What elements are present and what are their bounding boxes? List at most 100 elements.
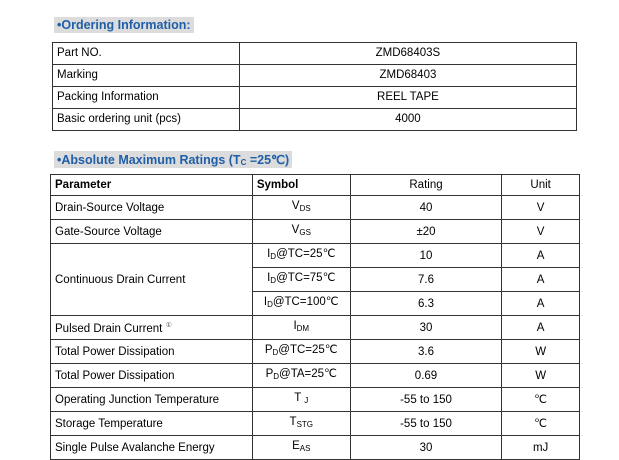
param-cell: Total Power Dissipation [50,339,253,364]
ratings-title-main: •Absolute Maximum Ratings (T [57,153,241,167]
row-label: Packing Information [52,86,240,109]
table-row: Continuous Drain Current ID@TC=25℃ 10 A [50,243,580,316]
symbol-sub: D [270,252,277,261]
row-label: Basic ordering unit (pcs) [52,108,240,131]
row-value: REEL TAPE [238,86,578,109]
header-parameter: Parameter [50,174,253,196]
param-cell: Pulsed Drain Current ① [50,315,253,340]
symbol-sub: D [270,276,277,285]
rating-cell: 10 [349,243,503,268]
symbol-cell: PD@TC=25℃ [251,339,351,364]
table-row: Part NO. ZMD68403S [52,42,578,65]
unit-cell: W [501,339,580,364]
unit-cell: ℃ [501,387,580,412]
symbol-sub: DM [296,324,310,333]
ratings-title: •Absolute Maximum Ratings (TC =25℃) [54,151,293,168]
symbol-main: V [291,224,300,236]
symbol-sub: D [272,348,279,357]
symbol-cell: EAS [251,435,351,460]
param-cell: Storage Temperature [50,411,253,436]
unit-cell: V [501,219,580,244]
rating-cell: 30 [349,315,503,340]
header-symbol: Symbol [251,174,351,196]
param-cell: Gate-Source Voltage [50,219,253,244]
table-row: Total Power Dissipation PD@TA=25℃ 0.69 W [50,363,580,388]
symbol-cell: ID@TC=100℃ [251,291,351,316]
rating-cell: -55 to 150 [349,387,503,412]
symbol-cell: T J [251,387,351,412]
ratings-title-end: =25℃) [246,153,290,167]
symbol-cond: @TC=75℃ [276,272,336,284]
table-row: Basic ordering unit (pcs) 4000 [52,108,578,131]
unit-cell: A [501,243,580,268]
symbol-main: P [265,368,274,380]
symbol-sub: GS [299,228,311,237]
rating-cell: 3.6 [349,339,503,364]
ratings-table: Parameter Symbol Rating Unit Drain-Sourc… [50,174,580,460]
unit-cell: mJ [501,435,580,460]
param-cell: Continuous Drain Current [50,243,253,316]
symbol-main: V [291,200,300,212]
param-text: Pulsed Drain Current [55,323,163,335]
ordering-table: Part NO. ZMD68403S Marking ZMD68403 Pack… [52,42,578,131]
unit-cell: V [501,195,580,220]
table-row: Single Pulse Avalanche Energy EAS 30 mJ [50,435,580,460]
param-cell: Drain-Source Voltage [50,195,253,220]
rating-cell: 40 [349,195,503,220]
symbol-cond: @TC=100℃ [272,296,339,308]
row-label: Part NO. [52,42,240,65]
rating-cell: 6.3 [349,291,503,316]
symbol-main: I [267,248,271,260]
rating-cell: 7.6 [349,267,503,292]
row-label: Marking [52,64,240,87]
header-rating: Rating [349,174,503,196]
row-value: 4000 [238,108,578,131]
symbol-cond: @TC=25℃ [276,248,336,260]
symbol-cell: IDM [251,315,351,340]
table-row: Operating Junction Temperature T J -55 t… [50,387,580,412]
rating-cell: 0.69 [349,363,503,388]
table-row: Drain-Source Voltage VDS 40 V [50,195,580,220]
table-row: Storage Temperature TSTG -55 to 150 ℃ [50,411,580,436]
symbol-sub: J [304,396,309,405]
symbol-sub: AS [299,444,311,453]
header-unit: Unit [501,174,580,196]
symbol-sub: D [267,300,273,309]
symbol-cell: PD@TA=25℃ [251,363,351,388]
unit-cell: W [501,363,580,388]
symbol-main: T [294,392,302,404]
unit-cell: A [501,291,580,316]
param-cell: Single Pulse Avalanche Energy [50,435,253,460]
symbol-sub: DS [299,204,311,213]
symbol-main: T [289,416,297,428]
symbol-cell: TSTG [251,411,351,436]
row-value: ZMD68403 [238,64,578,87]
symbol-cell: ID@TC=25℃ [251,243,351,268]
symbol-cond: @TC=25℃ [278,344,338,356]
symbol-cell: VDS [251,195,351,220]
symbol-main: E [292,440,300,452]
footnote-mark: ① [165,322,172,329]
symbol-cond: @TA=25℃ [279,368,337,380]
symbol-main: I [263,296,268,308]
symbol-main: I [267,272,271,284]
table-row: Pulsed Drain Current ① IDM 30 A [50,315,580,340]
unit-cell: A [501,315,580,340]
table-row: ID@TC=75℃ 7.6 A [51,267,580,292]
ordering-title: •Ordering Information: [54,17,194,33]
table-row: Total Power Dissipation PD@TC=25℃ 3.6 W [50,339,580,364]
table-row: Marking ZMD68403 [52,64,578,87]
unit-cell: ℃ [501,411,580,436]
param-cell: Operating Junction Temperature [50,387,253,412]
symbol-cell: ID@TC=75℃ [251,267,351,292]
symbol-sub: D [273,372,280,381]
table-row: Packing Information REEL TAPE [52,86,578,109]
symbol-cell: VGS [251,219,351,244]
ratings-title-sub: C [240,158,247,167]
param-cell: Total Power Dissipation [50,363,253,388]
rating-cell: ±20 [349,219,503,244]
symbol-sub: STG [296,420,314,429]
row-value: ZMD68403S [238,42,578,65]
rating-cell: -55 to 150 [349,411,503,436]
symbol-main: I [293,320,297,332]
